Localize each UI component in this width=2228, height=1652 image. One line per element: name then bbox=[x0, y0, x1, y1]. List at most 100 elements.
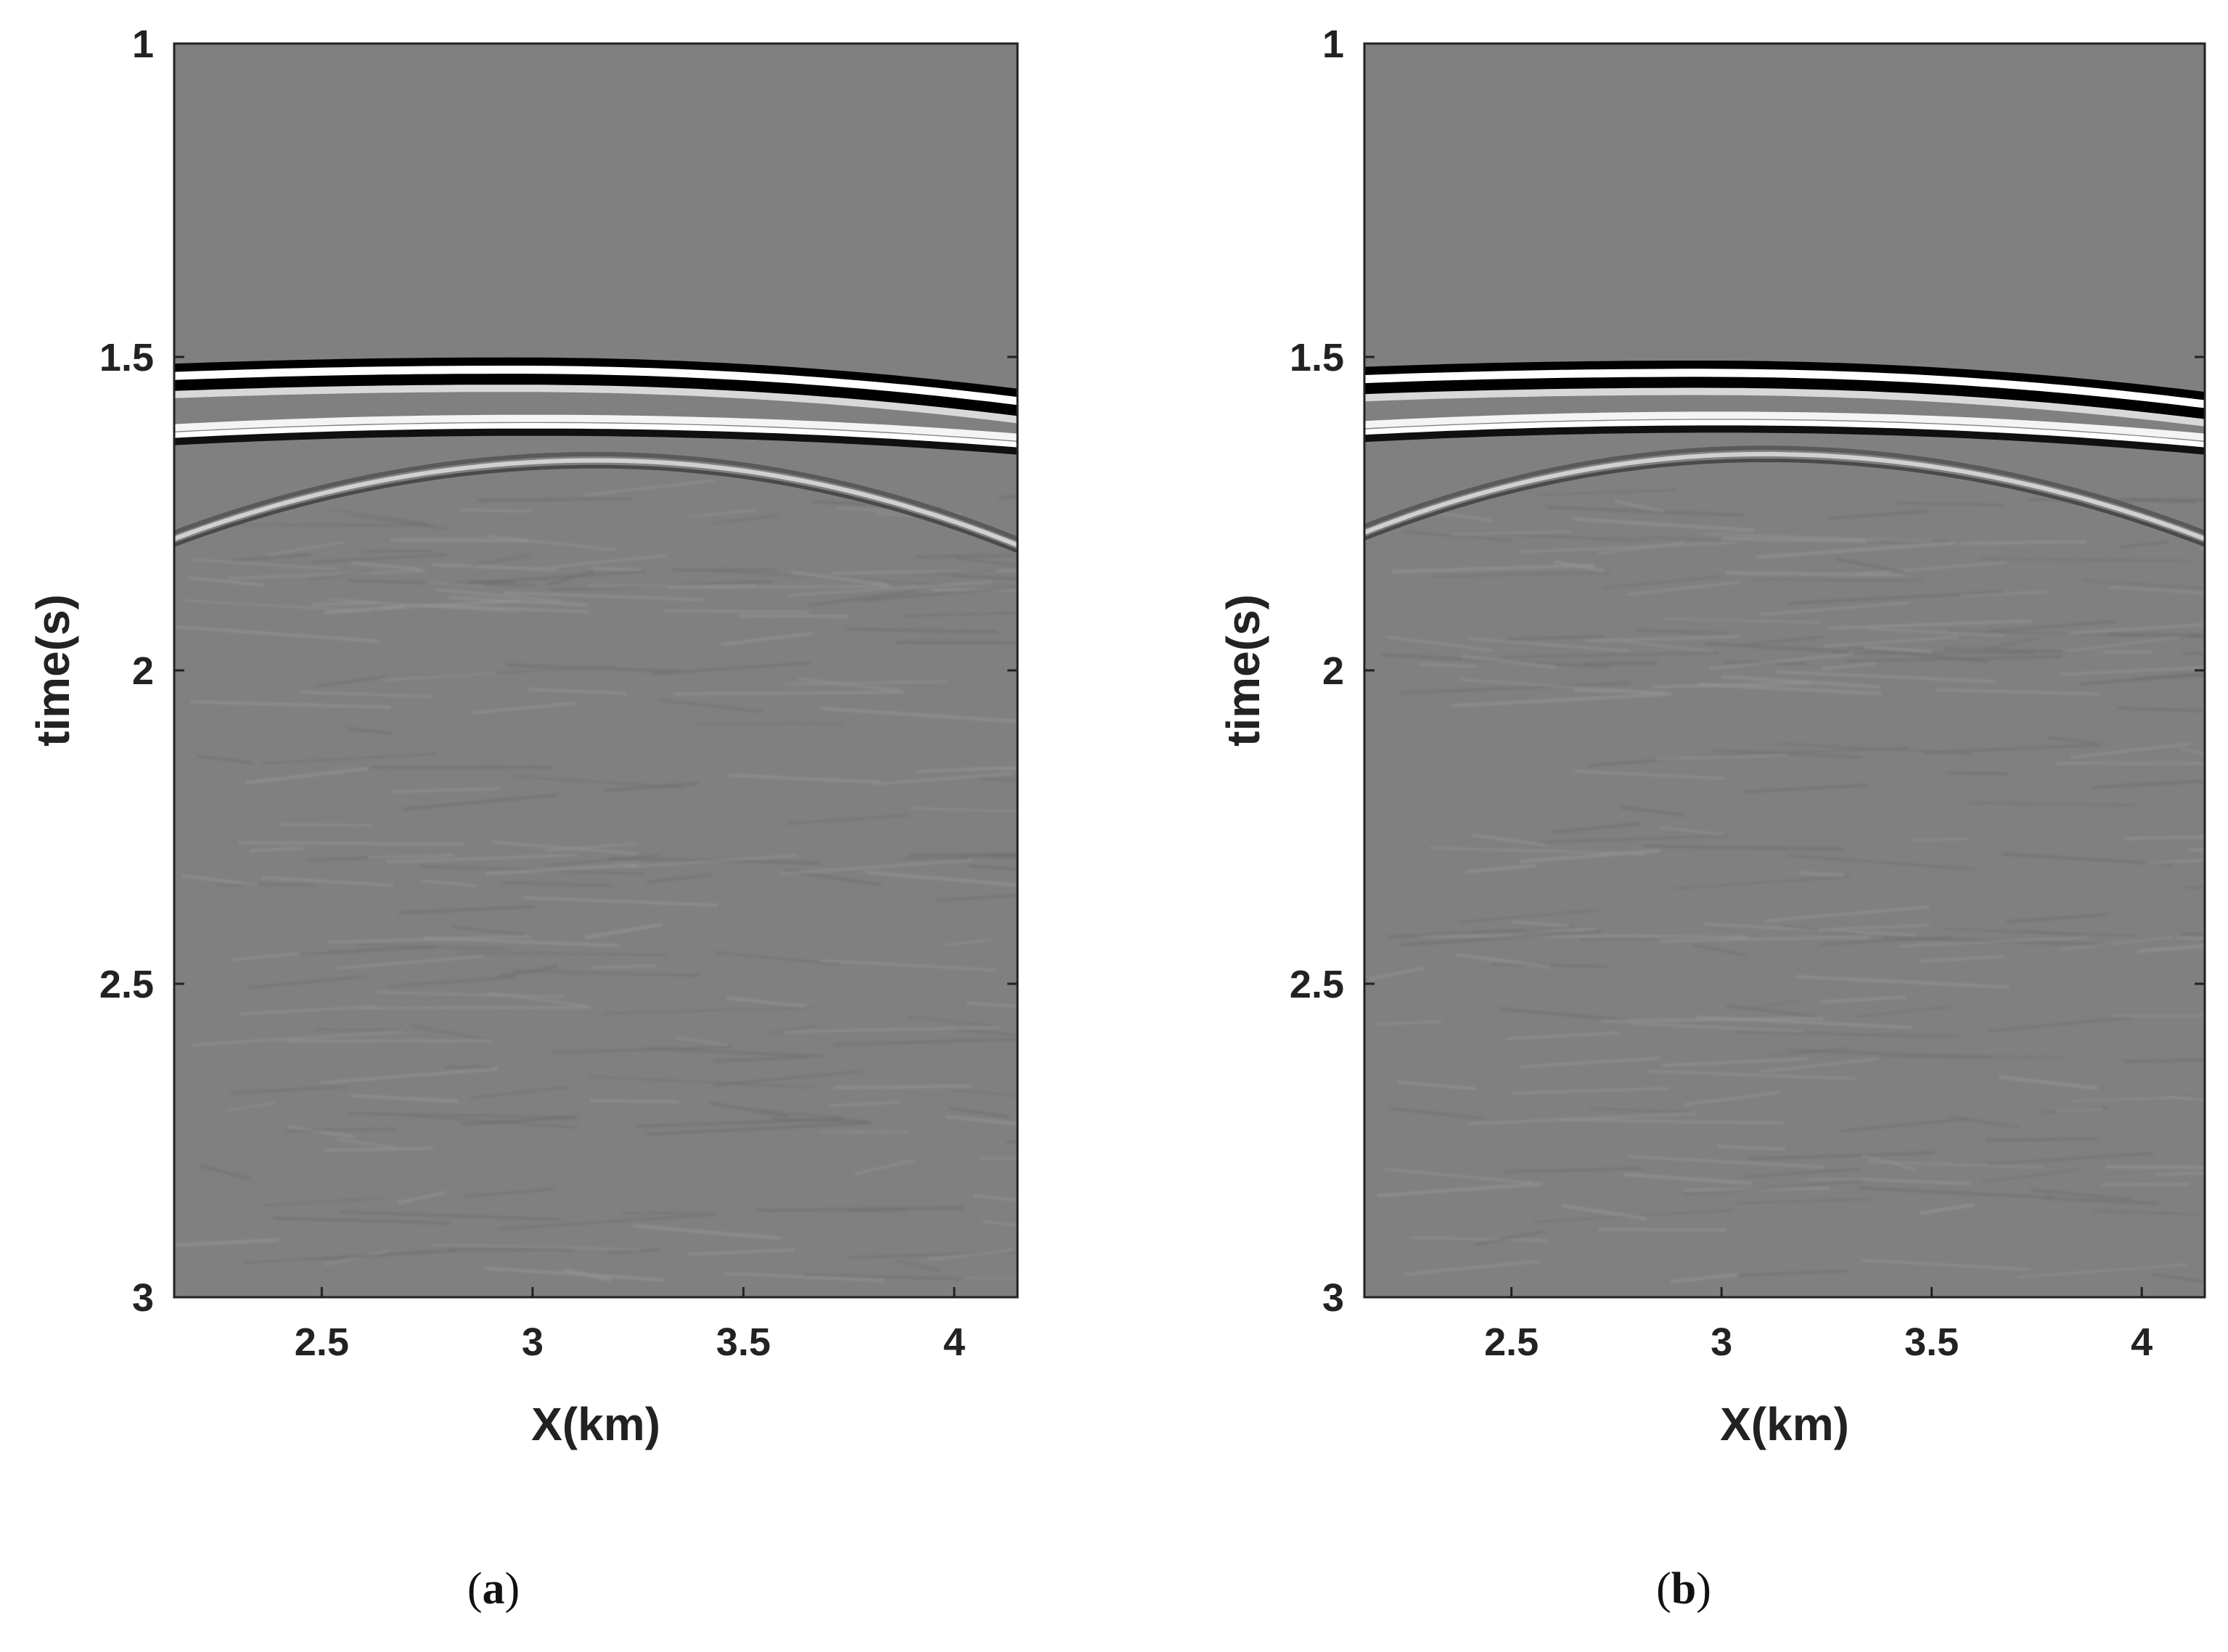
noise-streak bbox=[1759, 1058, 1879, 1073]
noise-streak bbox=[1676, 876, 1851, 889]
noise-streak bbox=[402, 793, 558, 811]
noise-streak bbox=[464, 1188, 555, 1198]
noise-streak bbox=[237, 841, 465, 845]
noise-streak bbox=[324, 1147, 433, 1152]
direct-arrival-dark bbox=[1364, 361, 2205, 404]
noise-streak bbox=[244, 1249, 444, 1264]
noise-streak bbox=[546, 570, 594, 587]
second-arrival-bright-2 bbox=[1364, 419, 2205, 448]
noise-streak bbox=[1820, 995, 1907, 1003]
noise-streak bbox=[1969, 802, 2134, 807]
noise-streak bbox=[1642, 535, 1731, 542]
noise-streak bbox=[981, 777, 1017, 782]
noise-streak bbox=[954, 1089, 1017, 1097]
noise-streak bbox=[273, 1217, 451, 1225]
noise-streak bbox=[647, 874, 713, 884]
noise-streak bbox=[584, 480, 716, 496]
noise-streak bbox=[687, 509, 758, 518]
direct-arrival-dark-2 bbox=[1364, 377, 2205, 420]
noise-streak bbox=[1602, 575, 1721, 589]
noise-streak bbox=[1824, 636, 1959, 647]
noise-streak bbox=[1758, 601, 1909, 616]
noise-streak bbox=[390, 538, 528, 543]
noise-streak bbox=[1795, 975, 2010, 989]
noise-streak bbox=[1385, 1168, 1533, 1184]
noise-streak bbox=[2084, 580, 2205, 590]
noise-streak bbox=[1471, 834, 1546, 847]
noise-streak bbox=[452, 926, 525, 936]
noise-streak bbox=[951, 574, 1017, 580]
noise-streak bbox=[676, 1036, 728, 1047]
noise-streak bbox=[1862, 1259, 2031, 1271]
y-tick-label: 2 bbox=[132, 649, 154, 693]
noise-streak bbox=[1662, 1057, 1809, 1067]
caption-a-open: ( bbox=[467, 1564, 483, 1614]
caption-a-close: ) bbox=[504, 1564, 520, 1614]
noise-streak bbox=[430, 1244, 641, 1251]
y-ticks-b: 1 1.5 2 2.5 3 bbox=[1290, 22, 2205, 1320]
noise-streak bbox=[1505, 635, 1604, 641]
noise-streak bbox=[1862, 1154, 1916, 1170]
noise-streak bbox=[192, 1030, 404, 1046]
plot-area-a bbox=[174, 44, 1017, 1297]
y-ticks-a: 1 1.5 2 2.5 3 bbox=[99, 22, 1017, 1320]
noise-streak bbox=[659, 699, 763, 713]
noise-streak bbox=[2179, 1094, 2205, 1100]
noise-streak bbox=[2057, 937, 2172, 950]
noise-streak bbox=[1828, 620, 2032, 630]
noise-streak bbox=[2001, 852, 2173, 866]
noise-streak bbox=[1536, 489, 1676, 496]
noise-streak bbox=[1750, 578, 1924, 582]
noise-streak bbox=[989, 855, 1017, 858]
noise-streak bbox=[969, 864, 1017, 871]
noise-streak bbox=[299, 691, 433, 698]
noise-streak bbox=[584, 923, 663, 940]
noise-streak bbox=[262, 753, 436, 765]
noise-streak bbox=[262, 1196, 383, 1207]
noise-streak bbox=[713, 1070, 863, 1087]
noise-streak bbox=[347, 727, 393, 735]
noise-streak bbox=[1920, 955, 2004, 963]
noise-streak bbox=[1787, 591, 2004, 605]
noise-streak bbox=[1864, 645, 1933, 654]
noise-streak bbox=[483, 1266, 664, 1281]
noise-streak bbox=[232, 553, 311, 562]
y-tick-label: 2.5 bbox=[99, 963, 154, 1006]
noise-streak bbox=[1660, 826, 1724, 836]
noise-streak bbox=[1867, 1160, 2044, 1169]
noise-streak bbox=[1647, 1070, 1856, 1080]
noise-streak bbox=[285, 1127, 396, 1133]
noise-streak bbox=[1400, 682, 1631, 694]
noise-streak bbox=[336, 955, 484, 969]
noise-streak bbox=[1613, 499, 1665, 513]
noise-streak bbox=[287, 1125, 354, 1138]
noise-streak bbox=[820, 707, 1017, 723]
noise-streak bbox=[1832, 652, 2036, 654]
noise-streak bbox=[1634, 628, 1727, 635]
noise-streak bbox=[1709, 652, 1854, 670]
noise-streak bbox=[396, 1191, 446, 1204]
noise-streak bbox=[2060, 666, 2205, 675]
noise-streak bbox=[1456, 953, 1551, 969]
noise-streak bbox=[1745, 636, 1823, 646]
noise-streak bbox=[1623, 1172, 1752, 1185]
seismic-image-a bbox=[174, 44, 1017, 1297]
x-ticks-a: 2.5 3 3.5 4 bbox=[295, 1287, 965, 1364]
noise-streak bbox=[197, 755, 253, 765]
noise-streak bbox=[2031, 1188, 2131, 1201]
y-tick-label: 3 bbox=[132, 1276, 154, 1320]
caption-a: (a) bbox=[421, 1563, 566, 1615]
noise-streak bbox=[353, 514, 449, 530]
noise-streak bbox=[1583, 661, 1657, 666]
noise-streak bbox=[2093, 1210, 2200, 1215]
noise-streak bbox=[1552, 822, 1640, 834]
noise-streak bbox=[1982, 1168, 2081, 1183]
direct-arrival-dark-2 bbox=[174, 374, 1017, 417]
noise-streak bbox=[1693, 944, 1748, 957]
noise-streak bbox=[2176, 936, 2205, 940]
noise-streak bbox=[411, 1024, 487, 1041]
second-arrival-bright bbox=[1364, 411, 2205, 441]
noise-streak bbox=[1573, 770, 1727, 780]
noise-streak bbox=[2179, 747, 2205, 756]
noise-streak bbox=[955, 556, 1017, 567]
